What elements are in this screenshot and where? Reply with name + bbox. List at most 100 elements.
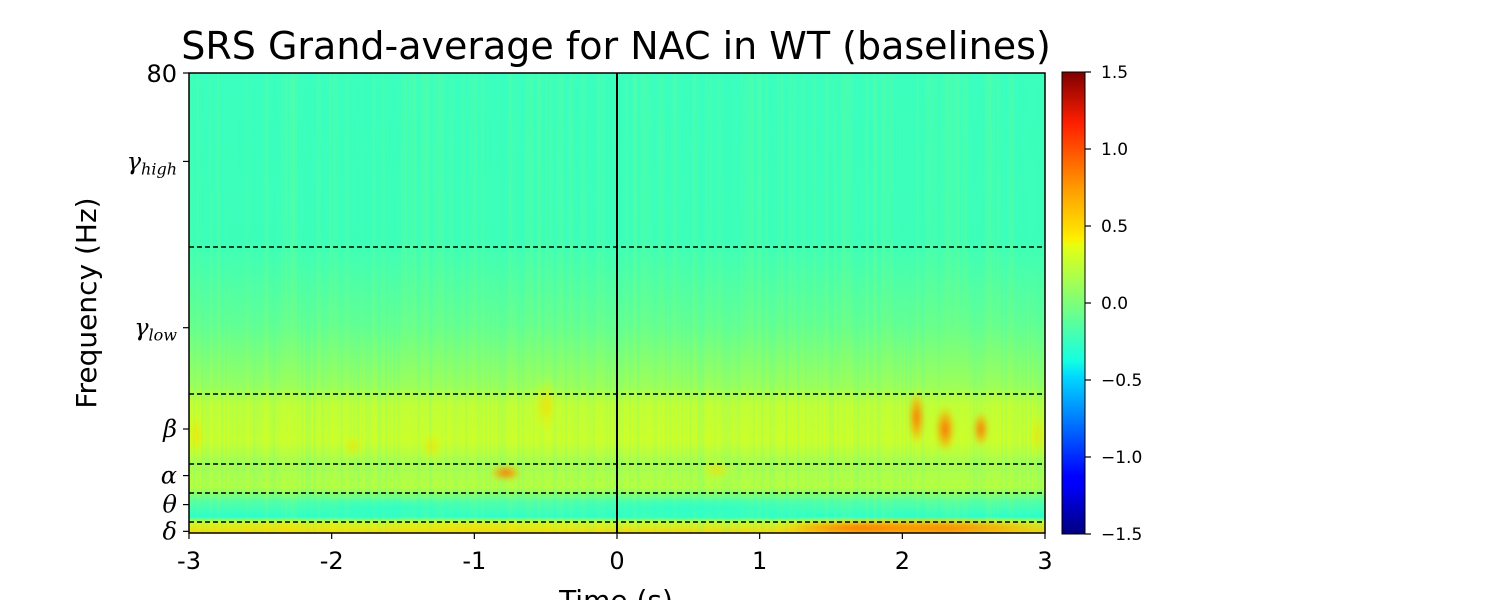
heatmap-streak xyxy=(1025,73,1028,533)
heatmap-streak xyxy=(565,73,568,533)
heatmap-streak xyxy=(497,73,502,533)
heatmap-streak xyxy=(725,73,730,533)
heatmap-blob xyxy=(489,464,522,481)
heatmap-streak xyxy=(217,73,220,533)
heatmap-streak xyxy=(265,73,269,533)
heatmap-streak xyxy=(529,73,534,533)
heatmap-streak xyxy=(801,73,806,533)
heatmap-streak xyxy=(761,73,765,533)
heatmap-streak xyxy=(817,73,820,533)
heatmap-streak xyxy=(445,73,448,533)
heatmap-streak xyxy=(357,73,360,533)
heatmap-streak xyxy=(913,73,916,533)
heatmap-streak xyxy=(349,73,353,533)
heatmap-streak xyxy=(429,73,433,533)
heatmap-streak xyxy=(1021,73,1025,533)
heatmap-streak xyxy=(601,73,605,533)
heatmap-blob xyxy=(189,408,205,461)
heatmap-streak xyxy=(405,73,408,533)
heatmap-streak xyxy=(369,73,372,533)
heatmap-streak xyxy=(285,73,288,533)
heatmap-blob xyxy=(972,411,989,447)
heatmap-streak xyxy=(705,73,708,533)
heatmap-streak xyxy=(929,73,933,533)
heatmap-streak xyxy=(553,73,557,533)
heatmap-streak xyxy=(897,73,900,533)
heatmap-streak xyxy=(1029,73,1033,533)
heatmap-streak xyxy=(477,73,482,533)
colorbar-tick-label: 1.0 xyxy=(1101,140,1128,160)
chart-title: SRS Grand-average for NAC in WT (baselin… xyxy=(181,24,1051,68)
heatmap-streak xyxy=(325,73,330,533)
heatmap-streak xyxy=(693,73,697,533)
heatmap-streak xyxy=(617,73,621,533)
heatmap-streak xyxy=(537,73,542,533)
heatmap-streak xyxy=(481,73,485,533)
heatmap-streak xyxy=(961,73,966,533)
heatmap-streak xyxy=(1013,73,1018,533)
heatmap-streak xyxy=(729,73,732,533)
heatmap-streak xyxy=(229,73,234,533)
heatmap-streak xyxy=(717,73,722,533)
heatmap-streak xyxy=(785,73,788,533)
heatmap-streak xyxy=(873,73,878,533)
heatmap-streak xyxy=(937,73,941,533)
heatmap-streak xyxy=(889,73,894,533)
heatmap-streak xyxy=(685,73,688,533)
heatmap-streak xyxy=(681,73,684,533)
heatmap-streak xyxy=(589,73,594,533)
colorbar-tick-label: 0.0 xyxy=(1101,294,1128,314)
heatmap-streak xyxy=(605,73,609,533)
heatmap-streak xyxy=(489,73,492,533)
colorbar-tick-label: 1.5 xyxy=(1101,63,1128,83)
heatmap-streak xyxy=(189,73,193,533)
heatmap-streak xyxy=(649,73,652,533)
heatmap-streak xyxy=(957,73,961,533)
heatmap-streak xyxy=(653,73,657,533)
heatmap-streak xyxy=(797,73,800,533)
heatmap-streak xyxy=(281,73,284,533)
heatmap-streak xyxy=(1041,73,1044,533)
x-tick-label: 1 xyxy=(752,547,767,575)
heatmap-streak xyxy=(981,73,986,533)
heatmap-streak xyxy=(593,73,596,533)
heatmap-streak xyxy=(985,73,990,533)
heatmap-streak xyxy=(573,73,577,533)
colorbar-tick-label: −1.5 xyxy=(1101,525,1142,545)
heatmap-streak xyxy=(953,73,958,533)
heatmap-streak xyxy=(641,73,646,533)
heatmap-streak xyxy=(373,73,376,533)
heatmap-streak xyxy=(665,73,668,533)
heatmap-blob xyxy=(935,405,956,453)
heatmap-streak xyxy=(209,73,212,533)
heatmap-streak xyxy=(453,73,458,533)
heatmap-streak xyxy=(393,73,396,533)
heatmap-streak xyxy=(465,73,469,533)
colorbar-tick-label: 0.5 xyxy=(1101,217,1128,237)
heatmap-streak xyxy=(201,73,205,533)
heatmap-blob xyxy=(531,375,560,436)
heatmap-streak xyxy=(925,73,930,533)
heatmap-blob xyxy=(769,521,950,533)
heatmap-blob xyxy=(189,521,405,533)
heatmap-streak xyxy=(773,73,776,533)
heatmap-streak xyxy=(389,73,392,533)
heatmap-streak xyxy=(813,73,816,533)
heatmap-streak xyxy=(293,73,298,533)
heatmap-streak xyxy=(509,73,512,533)
heatmap-streak xyxy=(629,73,632,533)
heatmap-streak xyxy=(849,73,852,533)
heatmap-streak xyxy=(233,73,238,533)
heatmap-streak xyxy=(273,73,277,533)
heatmap-streak xyxy=(469,73,472,533)
heatmap-streak xyxy=(805,73,808,533)
heatmap-streak xyxy=(329,73,332,533)
heatmap-streak xyxy=(861,73,866,533)
heatmap-streak xyxy=(905,73,908,533)
heatmap-streak xyxy=(225,73,228,533)
heatmap-streak xyxy=(673,73,677,533)
heatmap-streak xyxy=(377,73,382,533)
heatmap-streak xyxy=(597,73,601,533)
